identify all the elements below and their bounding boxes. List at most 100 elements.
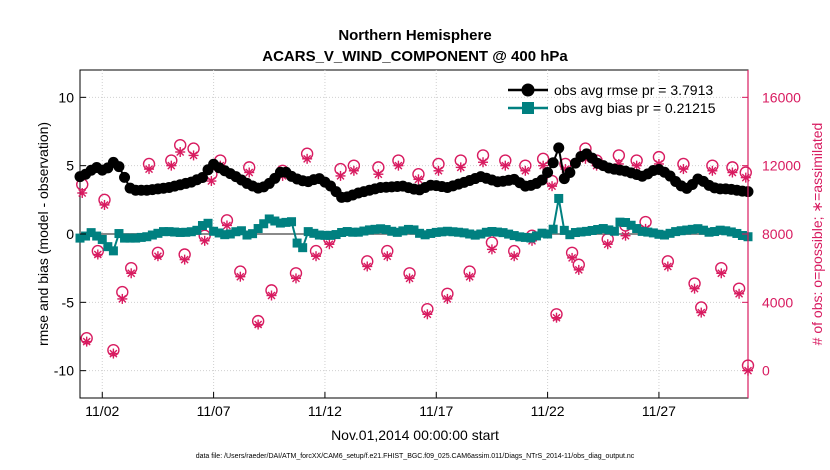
assimilated-obs-marker: [81, 336, 92, 347]
assimilated-obs-marker: [166, 160, 177, 171]
bias-marker: [715, 225, 725, 235]
assimilated-obs-marker: [689, 283, 700, 294]
bias-marker: [403, 224, 413, 234]
y-axis-left-label: rmse and bias (model - observation): [35, 122, 51, 346]
bias-marker: [253, 224, 263, 234]
bias-marker: [398, 226, 408, 236]
bias-marker: [487, 226, 497, 236]
bias-marker: [626, 220, 636, 230]
bias-marker: [582, 226, 592, 236]
assimilated-obs-marker: [620, 230, 631, 241]
bias-marker: [314, 230, 324, 240]
rmse-marker: [547, 157, 559, 169]
bias-marker: [609, 226, 619, 236]
bias-marker: [698, 225, 708, 235]
bias-marker: [120, 233, 130, 243]
bias-marker: [598, 224, 608, 234]
bias-marker: [159, 227, 168, 237]
x-axis-label: Nov.01,2014 00:00:00 start: [331, 427, 499, 443]
bias-marker: [298, 243, 308, 253]
bias-marker: [454, 227, 464, 237]
bias-marker: [665, 228, 675, 238]
bias-marker: [476, 229, 486, 239]
bias-marker: [420, 230, 430, 240]
bias-marker: [559, 225, 569, 235]
bias-marker: [281, 217, 291, 227]
bias-marker: [570, 228, 580, 238]
x-tick-label: 11/27: [642, 403, 676, 419]
bias-marker: [153, 228, 163, 238]
assimilated-obs-marker: [716, 268, 727, 279]
x-tick-label: 11/22: [531, 403, 565, 419]
assimilated-obs-marker: [520, 165, 531, 176]
bias-marker: [437, 227, 447, 237]
assimilated-obs-marker: [235, 271, 246, 282]
rmse-marker: [542, 167, 554, 178]
assimilated-obs-marker: [573, 264, 584, 275]
bias-marker: [214, 228, 224, 238]
bias-marker: [92, 231, 102, 241]
bias-marker: [387, 226, 397, 236]
count-series: [76, 138, 755, 376]
rmse-series: [74, 142, 754, 203]
bias-marker: [320, 230, 330, 240]
assimilated-obs-marker: [92, 249, 103, 260]
bias-marker: [186, 227, 196, 237]
y-left-tick-label: 5: [66, 158, 74, 174]
assimilated-obs-marker: [175, 147, 186, 157]
assimilated-obs-marker: [188, 150, 199, 161]
bias-marker: [687, 224, 697, 234]
bias-marker: [337, 227, 347, 237]
bias-marker: [248, 229, 258, 239]
assimilated-obs-marker: [478, 157, 489, 168]
legend: obs avg rmse pr = 3.7913 obs avg bias pr…: [508, 82, 716, 116]
assimilated-obs-marker: [324, 239, 335, 250]
bias-marker: [164, 227, 174, 237]
bias-marker: [448, 227, 458, 237]
assimilated-obs-marker: [179, 254, 190, 265]
chart-title-line2: ACARS_V_WIND_COMPONENT @ 400 hPa: [262, 48, 568, 65]
assimilated-obs-marker: [221, 220, 232, 231]
bias-marker: [136, 232, 146, 242]
bias-marker: [192, 225, 202, 235]
bias-marker: [236, 226, 246, 236]
bias-marker: [526, 233, 536, 243]
assimilated-obs-marker: [433, 165, 444, 176]
bias-marker: [537, 228, 547, 238]
assimilated-obs-marker: [662, 261, 673, 272]
bias-marker: [125, 233, 135, 243]
y-right-tick-label: 16000: [762, 89, 801, 105]
assimilated-obs-marker: [413, 174, 424, 185]
bias-marker: [364, 225, 374, 235]
bias-marker: [660, 230, 669, 240]
bias-marker: [548, 224, 558, 234]
bias-marker: [331, 230, 341, 240]
bias-marker: [576, 227, 586, 237]
bias-marker: [493, 227, 502, 237]
y-axis-right-label: # of obs: o=possible; ∗=assimilated: [809, 123, 825, 346]
bias-marker: [693, 224, 703, 234]
assimilated-obs-marker: [348, 165, 359, 176]
y-left-tick-label: 0: [66, 226, 74, 242]
bias-marker: [415, 228, 425, 238]
assimilated-obs-marker: [567, 252, 578, 263]
bias-marker: [353, 227, 363, 237]
bias-marker: [643, 227, 653, 237]
assimilated-obs-marker: [631, 160, 642, 171]
bias-marker: [587, 225, 597, 235]
bias-marker: [721, 226, 731, 236]
assimilated-obs-marker: [696, 307, 707, 318]
bias-marker: [426, 228, 436, 238]
bias-marker: [225, 229, 235, 239]
assimilated-obs-marker: [551, 312, 562, 323]
bias-marker: [637, 226, 647, 236]
assimilated-obs-marker: [707, 165, 718, 176]
bias-marker: [376, 224, 386, 234]
assimilated-obs-marker: [199, 235, 210, 246]
bias-marker: [81, 231, 91, 241]
bias-marker: [431, 227, 441, 237]
y-left-tick-label: -10: [54, 363, 74, 379]
y-right-tick-label: 8000: [762, 226, 793, 242]
assimilated-obs-marker: [266, 290, 277, 301]
assimilated-obs-marker: [126, 268, 137, 279]
